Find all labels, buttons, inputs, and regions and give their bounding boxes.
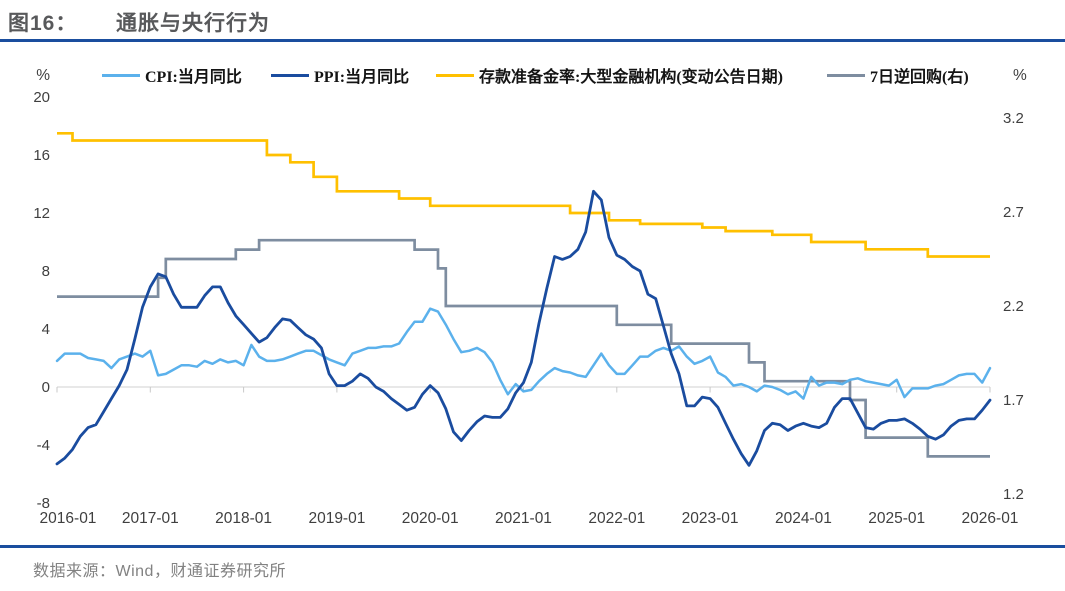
right-axis-tick-label: 1.7 [1003, 392, 1024, 409]
left-axis-tick-label: -8 [37, 495, 50, 512]
cpi-line [55, 307, 992, 400]
right-axis-unit: % [1013, 67, 1027, 84]
left-axis-tick-label: 12 [33, 205, 50, 222]
ppi-line [55, 189, 992, 467]
right-axis-tick-label: 1.2 [1003, 486, 1024, 503]
rrr-line [57, 131, 990, 258]
legend-item-cpi: CPI:当月同比 [102, 64, 242, 86]
ppi-line-swatch [271, 73, 309, 77]
left-axis-unit: % [36, 67, 50, 84]
left-axis-tick-label: -4 [37, 437, 50, 454]
x-axis-tick-label: 2024-01 [775, 510, 832, 527]
figure-title: 通胀与央行行为 [116, 12, 270, 35]
x-axis-tick-label: 2022-01 [588, 510, 645, 527]
x-axis-tick-label: 2018-01 [215, 510, 272, 527]
x-axis-tick-label: 2025-01 [868, 510, 925, 527]
right-axis-tick-label: 3.2 [1003, 110, 1024, 127]
left-axis-tick-label: 8 [42, 263, 50, 280]
right-axis-tick-label: 2.2 [1003, 298, 1024, 315]
left-axis-tick-label: 0 [42, 379, 50, 396]
rrr-line-swatch [436, 73, 474, 77]
legend-item-repo7d: 7日逆回购(右) [827, 64, 969, 86]
legend-item-ppi: PPI:当月同比 [271, 64, 409, 86]
x-axis-tick-label: 2021-01 [495, 510, 552, 527]
legend-item-rrr: 存款准备金率:大型金融机构(变动公告日期) [436, 64, 783, 86]
repo7d-line-swatch [827, 73, 865, 77]
x-axis-tick-label: 2023-01 [682, 510, 739, 527]
cpi-line-swatch [102, 73, 140, 77]
repo7d-line [57, 238, 990, 458]
data-source: 数据来源：Wind，财通证券研究所 [33, 563, 286, 580]
x-axis-tick-label: 2017-01 [122, 510, 179, 527]
legend-label-rrr: 存款准备金率:大型金融机构(变动公告日期) [479, 69, 783, 86]
right-axis-tick-label: 2.7 [1003, 204, 1024, 221]
x-axis-tick-label: 2019-01 [308, 510, 365, 527]
x-axis-tick-label: 2020-01 [402, 510, 459, 527]
legend-label-ppi: PPI:当月同比 [314, 69, 410, 86]
legend-label-repo7d: 7日逆回购(右) [870, 69, 969, 86]
x-axis-tick-label: 2026-01 [962, 510, 1019, 527]
left-axis-tick-label: 4 [42, 321, 50, 338]
figure-header: 图16： 通胀与央行行为 [0, 0, 1065, 42]
left-axis-tick-label: 16 [33, 147, 50, 164]
figure-number: 图16： [8, 12, 78, 35]
legend-label-cpi: CPI:当月同比 [145, 69, 242, 86]
x-axis-tick-label: 2016-01 [40, 510, 97, 527]
footer-divider [0, 545, 1065, 548]
left-axis-tick-label: 20 [33, 89, 50, 106]
